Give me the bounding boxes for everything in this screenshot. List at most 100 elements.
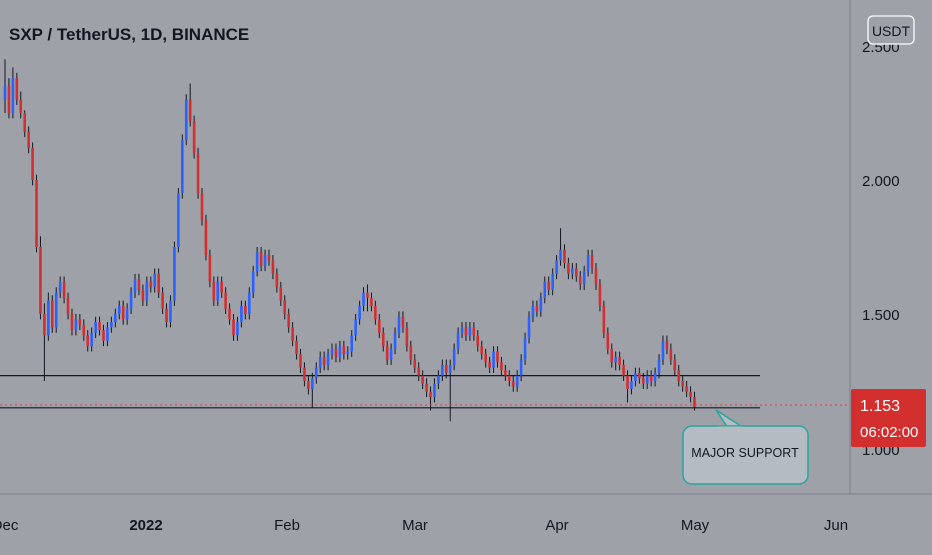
- candle-down[interactable]: [563, 249, 566, 264]
- candle-up[interactable]: [251, 271, 255, 293]
- candle-up[interactable]: [47, 300, 50, 336]
- candle-down[interactable]: [444, 364, 448, 373]
- candle-up[interactable]: [551, 273, 554, 290]
- candle-down[interactable]: [594, 268, 598, 285]
- candle-up[interactable]: [181, 139, 184, 194]
- candle-up[interactable]: [314, 367, 318, 379]
- candle-up[interactable]: [437, 375, 440, 384]
- candle-up[interactable]: [460, 327, 464, 333]
- candle-down[interactable]: [504, 370, 507, 376]
- candle-down[interactable]: [598, 284, 602, 306]
- candle-up[interactable]: [441, 364, 444, 376]
- candle-down[interactable]: [228, 308, 231, 320]
- candle-up[interactable]: [106, 327, 109, 341]
- candle-up[interactable]: [555, 260, 558, 274]
- candle-down[interactable]: [677, 370, 681, 381]
- candle-down[interactable]: [62, 281, 66, 298]
- candle-down[interactable]: [409, 346, 413, 360]
- candle-down[interactable]: [196, 153, 200, 194]
- candle-down[interactable]: [157, 273, 160, 293]
- candle-up[interactable]: [133, 279, 137, 293]
- candle-down[interactable]: [149, 281, 153, 288]
- candle-down[interactable]: [649, 375, 653, 381]
- candle-up[interactable]: [614, 356, 617, 363]
- candle-down[interactable]: [669, 348, 673, 360]
- candle-up[interactable]: [240, 305, 243, 323]
- candle-down[interactable]: [165, 308, 168, 323]
- candle-up[interactable]: [326, 354, 330, 365]
- candle-down[interactable]: [547, 281, 551, 290]
- candle-down[interactable]: [401, 316, 405, 328]
- candle-up[interactable]: [117, 305, 121, 314]
- candle-down[interactable]: [283, 300, 287, 314]
- candle-down[interactable]: [299, 354, 302, 368]
- candle-down[interactable]: [259, 252, 263, 266]
- candle-down[interactable]: [121, 305, 125, 320]
- candle-down[interactable]: [86, 335, 90, 347]
- candle-down[interactable]: [385, 346, 389, 360]
- candle-down[interactable]: [295, 340, 298, 355]
- candle-up[interactable]: [448, 364, 452, 373]
- candle-up[interactable]: [397, 316, 401, 333]
- candle-down[interactable]: [417, 367, 420, 376]
- candle-up[interactable]: [125, 308, 129, 320]
- candle-up[interactable]: [653, 372, 657, 381]
- candle-up[interactable]: [362, 292, 365, 306]
- candle-up[interactable]: [330, 348, 334, 355]
- candle-down[interactable]: [82, 324, 86, 336]
- candle-down[interactable]: [31, 147, 34, 180]
- candle-down[interactable]: [405, 327, 409, 347]
- candle-down[interactable]: [342, 346, 346, 355]
- candle-up[interactable]: [58, 281, 62, 293]
- candle-up[interactable]: [247, 292, 251, 314]
- candle-down[interactable]: [665, 340, 669, 349]
- candle-down[interactable]: [413, 359, 417, 368]
- candle-down[interactable]: [188, 99, 192, 122]
- candle-up[interactable]: [582, 271, 586, 285]
- candle-up[interactable]: [571, 268, 574, 274]
- candle-up[interactable]: [129, 292, 133, 309]
- candle-down[interactable]: [476, 335, 480, 347]
- candle-up[interactable]: [661, 340, 665, 360]
- candle-up[interactable]: [338, 346, 342, 357]
- candle-down[interactable]: [425, 383, 428, 392]
- candle-down[interactable]: [575, 268, 578, 277]
- candle-up[interactable]: [515, 375, 519, 387]
- candle-up[interactable]: [468, 327, 472, 336]
- candle-up[interactable]: [11, 78, 15, 113]
- candle-down[interactable]: [208, 255, 212, 282]
- candle-down[interactable]: [78, 319, 82, 325]
- candle-down[interactable]: [141, 289, 145, 301]
- candle-down[interactable]: [204, 220, 208, 256]
- candle-up[interactable]: [586, 255, 590, 272]
- candle-down[interactable]: [484, 354, 487, 363]
- candle-up[interactable]: [456, 332, 460, 349]
- support-callout[interactable]: MAJOR SUPPORT: [682, 409, 809, 485]
- candle-up[interactable]: [350, 335, 354, 352]
- candle-down[interactable]: [50, 300, 54, 328]
- candle-up[interactable]: [3, 86, 7, 100]
- candle-down[interactable]: [567, 263, 570, 274]
- candle-down[interactable]: [334, 348, 338, 357]
- candle-down[interactable]: [70, 314, 74, 331]
- candle-up[interactable]: [393, 332, 397, 349]
- candle-down[interactable]: [618, 356, 621, 365]
- candle-down[interactable]: [511, 381, 515, 387]
- candle-down[interactable]: [224, 292, 227, 309]
- candle-down[interactable]: [496, 351, 499, 363]
- candle-up[interactable]: [452, 348, 456, 365]
- candle-down[interactable]: [200, 193, 204, 221]
- candle-up[interactable]: [263, 255, 267, 266]
- candle-down[interactable]: [137, 279, 141, 290]
- candle-down[interactable]: [43, 314, 46, 336]
- candle-down[interactable]: [590, 255, 594, 269]
- candle-down[interactable]: [279, 287, 283, 301]
- candle-up[interactable]: [94, 322, 97, 333]
- candle-up[interactable]: [114, 314, 117, 323]
- candle-up[interactable]: [657, 359, 661, 373]
- candle-up[interactable]: [177, 193, 180, 247]
- candle-up[interactable]: [54, 292, 58, 328]
- candle-down[interactable]: [681, 381, 684, 387]
- candle-up[interactable]: [559, 249, 562, 261]
